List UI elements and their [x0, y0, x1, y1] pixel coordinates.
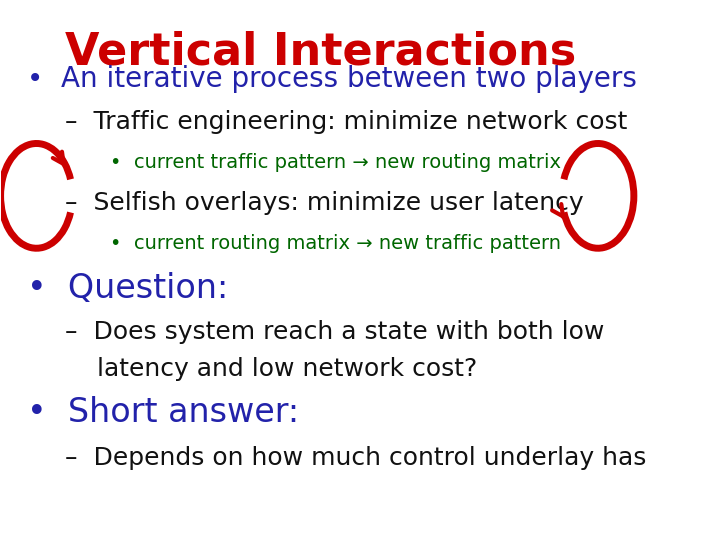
Text: –  Does system reach a state with both low: – Does system reach a state with both lo…: [66, 320, 605, 344]
Text: Vertical Interactions: Vertical Interactions: [65, 31, 576, 74]
Text: •  Short answer:: • Short answer:: [27, 396, 299, 429]
Text: latency and low network cost?: latency and low network cost?: [66, 357, 477, 381]
Text: –  Selfish overlays: minimize user latency: – Selfish overlays: minimize user latenc…: [66, 191, 584, 215]
Text: –  Traffic engineering: minimize network cost: – Traffic engineering: minimize network …: [66, 110, 628, 134]
Text: •  current routing matrix → new traffic pattern: • current routing matrix → new traffic p…: [110, 234, 561, 253]
Text: –  Depends on how much control underlay has: – Depends on how much control underlay h…: [66, 446, 647, 470]
Text: •  An iterative process between two players: • An iterative process between two playe…: [27, 65, 636, 93]
Text: •  current traffic pattern → new routing matrix: • current traffic pattern → new routing …: [110, 153, 561, 172]
Text: •  Question:: • Question:: [27, 272, 228, 305]
